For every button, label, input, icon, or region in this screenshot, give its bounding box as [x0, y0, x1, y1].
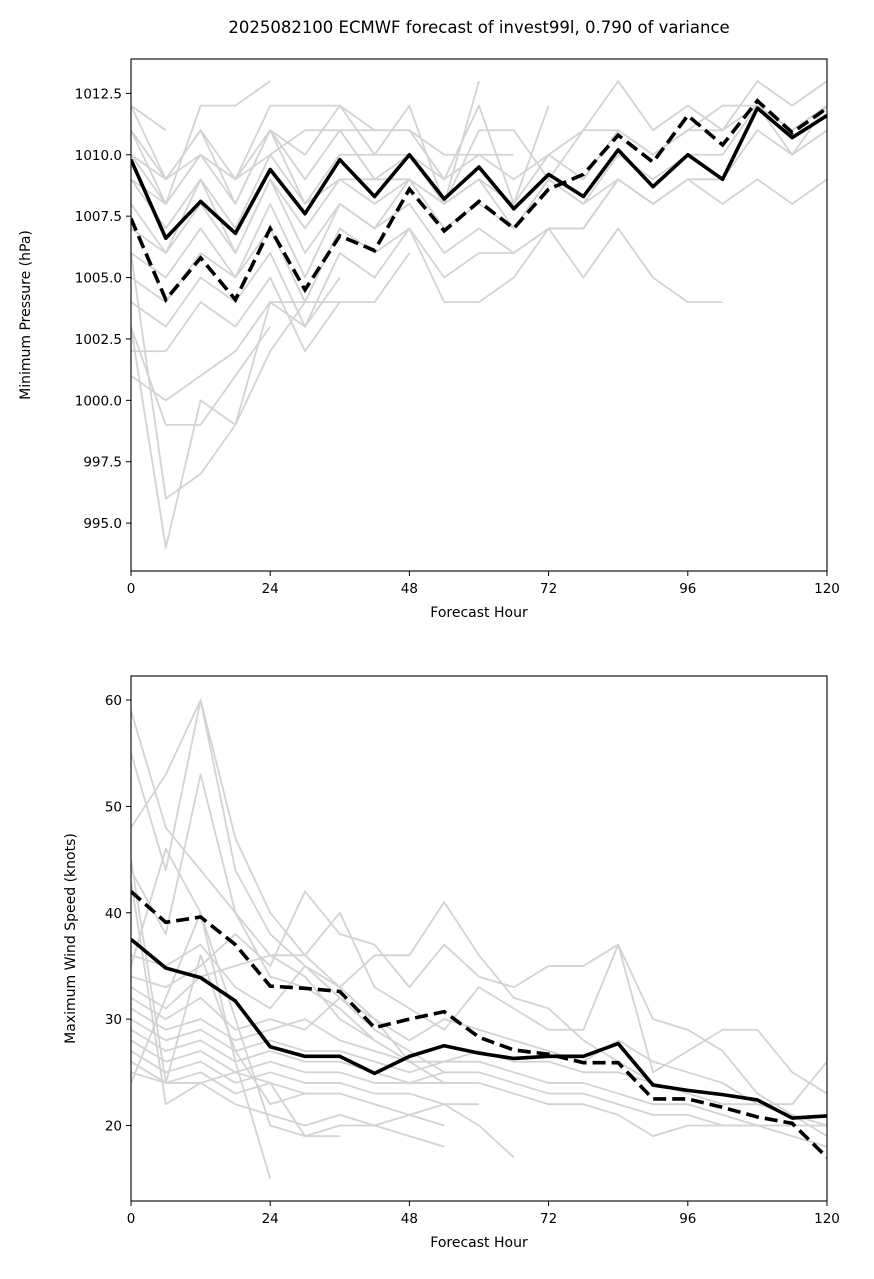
pressure-y-axis-label: Minimum Pressure (hPa): [18, 230, 34, 400]
wind-ensemble-mean-line: [131, 937, 827, 1120]
wind-member-line: [131, 1050, 479, 1106]
wind-member-line: [131, 1028, 827, 1148]
chart-title: 2025082100 ECMWF forecast of invest99l, …: [228, 18, 729, 37]
pressure-member-line: [131, 277, 341, 402]
pressure-y-tick-label: 1005.0: [75, 271, 122, 287]
wind-member-line: [131, 1071, 445, 1148]
pressure-member-line: [131, 227, 723, 304]
wind-x-axis-label: Forecast Hour: [430, 1235, 528, 1251]
pressure-member-line: [131, 104, 827, 205]
pressure-panel: 0 24 48 72 96 120 995.0 997.5 1000.0 1002.5 1005.…: [18, 58, 840, 621]
wind-y-tick-label: 50: [105, 799, 122, 815]
pressure-axes-frame: [130, 58, 828, 572]
pressure-series: [131, 98, 827, 304]
pressure-member-line: [131, 80, 827, 205]
wind-axes-frame: [130, 675, 828, 1202]
wind-y-tick-label: 20: [105, 1118, 122, 1134]
pressure-x-tick-label: 120: [814, 581, 840, 597]
pressure-member-line: [131, 252, 411, 353]
wind-member-line: [131, 996, 827, 1106]
wind-member-line: [131, 859, 306, 1106]
pressure-member-line: [131, 129, 827, 254]
pressure-x-tick-label: 96: [679, 581, 696, 597]
pressure-member-line: [131, 80, 271, 205]
wind-x-tick-label: 0: [127, 1211, 136, 1227]
wind-member-line: [131, 1018, 827, 1127]
wind-y-ticks: 20 30 40 50 60: [105, 693, 131, 1134]
wind-y-tick-label: 60: [105, 693, 122, 709]
pressure-y-tick-label: 1002.5: [75, 332, 122, 348]
wind-member-line: [131, 890, 827, 1127]
wind-member-line: [131, 699, 445, 1074]
pressure-member-line: [131, 178, 689, 328]
pressure-y-tick-label: 997.5: [83, 455, 122, 471]
wind-y-axis-label: Maximum Wind Speed (knots): [63, 833, 79, 1044]
pressure-y-tick-label: 1012.5: [75, 86, 122, 102]
wind-series: [131, 890, 827, 1159]
wind-x-tick-label: 96: [679, 1211, 696, 1227]
wind-x-tick-label: 48: [401, 1211, 418, 1227]
pressure-weighted-mean-line: [131, 98, 827, 304]
pressure-x-tick-label: 24: [262, 581, 279, 597]
wind-member-line: [131, 1060, 445, 1127]
wind-x-tick-label: 72: [540, 1211, 557, 1227]
pressure-ensemble-mean-line: [131, 106, 827, 241]
wind-weighted-mean-line: [131, 890, 827, 1159]
pressure-y-ticks: 995.0 997.5 1000.0 1002.5 1005.0 1007.5 1010.0…: [75, 86, 131, 532]
pressure-y-tick-label: 1000.0: [75, 393, 122, 409]
pressure-member-line: [131, 178, 827, 279]
wind-member-line: [131, 848, 272, 1179]
pressure-member-line: [131, 104, 167, 131]
wind-member-line: [131, 1007, 827, 1137]
pressure-x-axis-label: Forecast Hour: [430, 605, 528, 621]
pressure-x-tick-label: 48: [401, 581, 418, 597]
pressure-members: [131, 80, 827, 549]
wind-y-tick-label: 30: [105, 1012, 122, 1028]
wind-members: [131, 699, 827, 1179]
wind-member-line: [131, 911, 515, 1159]
pressure-y-tick-label: 995.0: [83, 516, 122, 532]
pressure-x-tick-label: 72: [540, 581, 557, 597]
pressure-y-tick-label: 1007.5: [75, 209, 122, 225]
wind-y-tick-label: 40: [105, 906, 122, 922]
pressure-x-tick-label: 0: [127, 581, 136, 597]
wind-x-tick-label: 24: [262, 1211, 279, 1227]
wind-member-line: [131, 773, 410, 1063]
pressure-member-line: [131, 301, 306, 549]
wind-member-line: [131, 880, 340, 1138]
pressure-member-line: [131, 326, 271, 426]
wind-member-line: [131, 710, 376, 1042]
wind-member-line: [131, 911, 827, 1095]
pressure-y-tick-label: 1010.0: [75, 148, 122, 164]
wind-x-tick-label: 120: [814, 1211, 840, 1227]
wind-x-ticks: 0 24 48 72 96 120: [127, 1201, 840, 1227]
pressure-x-ticks: 0 24 48 72 96 120: [127, 571, 840, 597]
wind-panel: 0 24 48 72 96 120 20 30 40 50 60 Forecast Hour Ma…: [63, 675, 840, 1251]
